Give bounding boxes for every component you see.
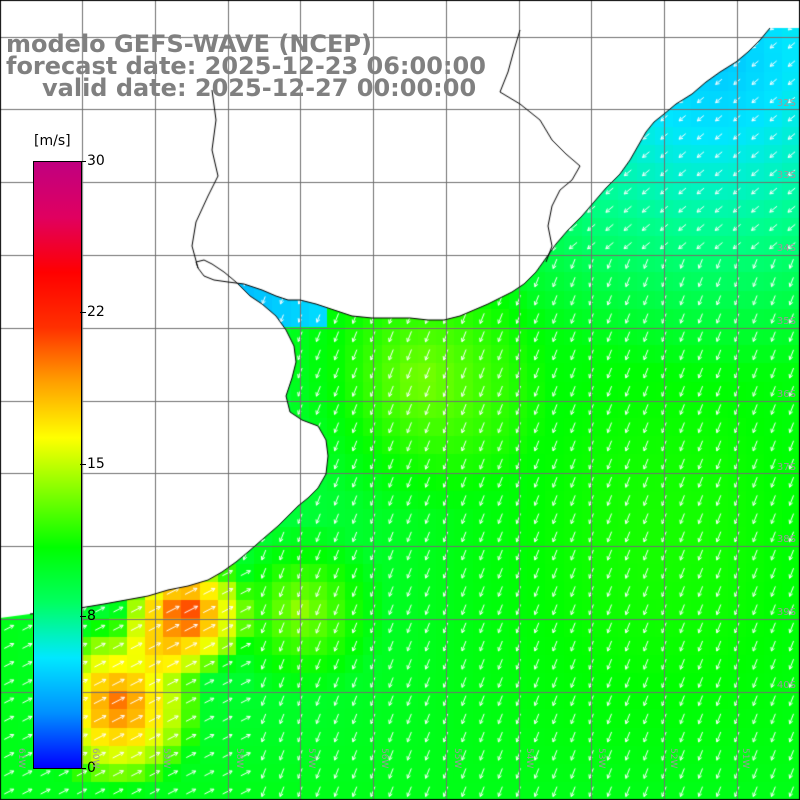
latitude-label: 33S: [776, 170, 796, 181]
longitude-label: 51W: [740, 748, 750, 769]
forecast-date: forecast date: 2025-12-23 06:00:00: [6, 52, 486, 80]
longitude-label: 58W: [234, 748, 244, 769]
longitude-label: 53W: [596, 748, 606, 769]
latitude-label: 34S: [776, 243, 796, 254]
latitude-label: 39S: [776, 607, 796, 618]
model-title: modelo GEFS-WAVE (NCEP): [6, 30, 372, 58]
longitude-label: 60W: [90, 748, 100, 769]
longitude-label: 52W: [668, 748, 678, 769]
colorbar-tick: [80, 616, 86, 617]
longitude-label: 61W: [16, 748, 26, 769]
longitude-label: 54W: [524, 748, 534, 769]
colorbar-label: 22: [87, 304, 105, 320]
colorbar: [33, 161, 82, 769]
latitude-label: 36S: [776, 389, 796, 400]
colorbar-tick: [80, 768, 86, 769]
longitude-label: 59W: [161, 748, 171, 769]
colorbar-label: 30: [87, 153, 105, 169]
colorbar-label: 15: [87, 456, 105, 472]
latitude-label: 38S: [776, 534, 796, 545]
colorbar-label: 0: [87, 760, 96, 776]
latitude-label: 32S: [776, 98, 796, 109]
longitude-label: 57W: [306, 748, 316, 769]
valid-date: valid date: 2025-12-27 00:00:00: [42, 74, 477, 102]
colorbar-tick: [80, 464, 86, 465]
latitude-label: 35S: [776, 316, 796, 327]
colorbar-units: [m/s]: [34, 133, 71, 149]
colorbar-tick: [80, 161, 86, 162]
longitude-label: 55W: [452, 748, 462, 769]
colorbar-label: 8: [87, 608, 96, 624]
longitude-label: 56W: [379, 748, 389, 769]
colorbar-tick: [80, 312, 86, 313]
latitude-label: 40S: [776, 680, 796, 691]
latitude-label: 37S: [776, 462, 796, 473]
